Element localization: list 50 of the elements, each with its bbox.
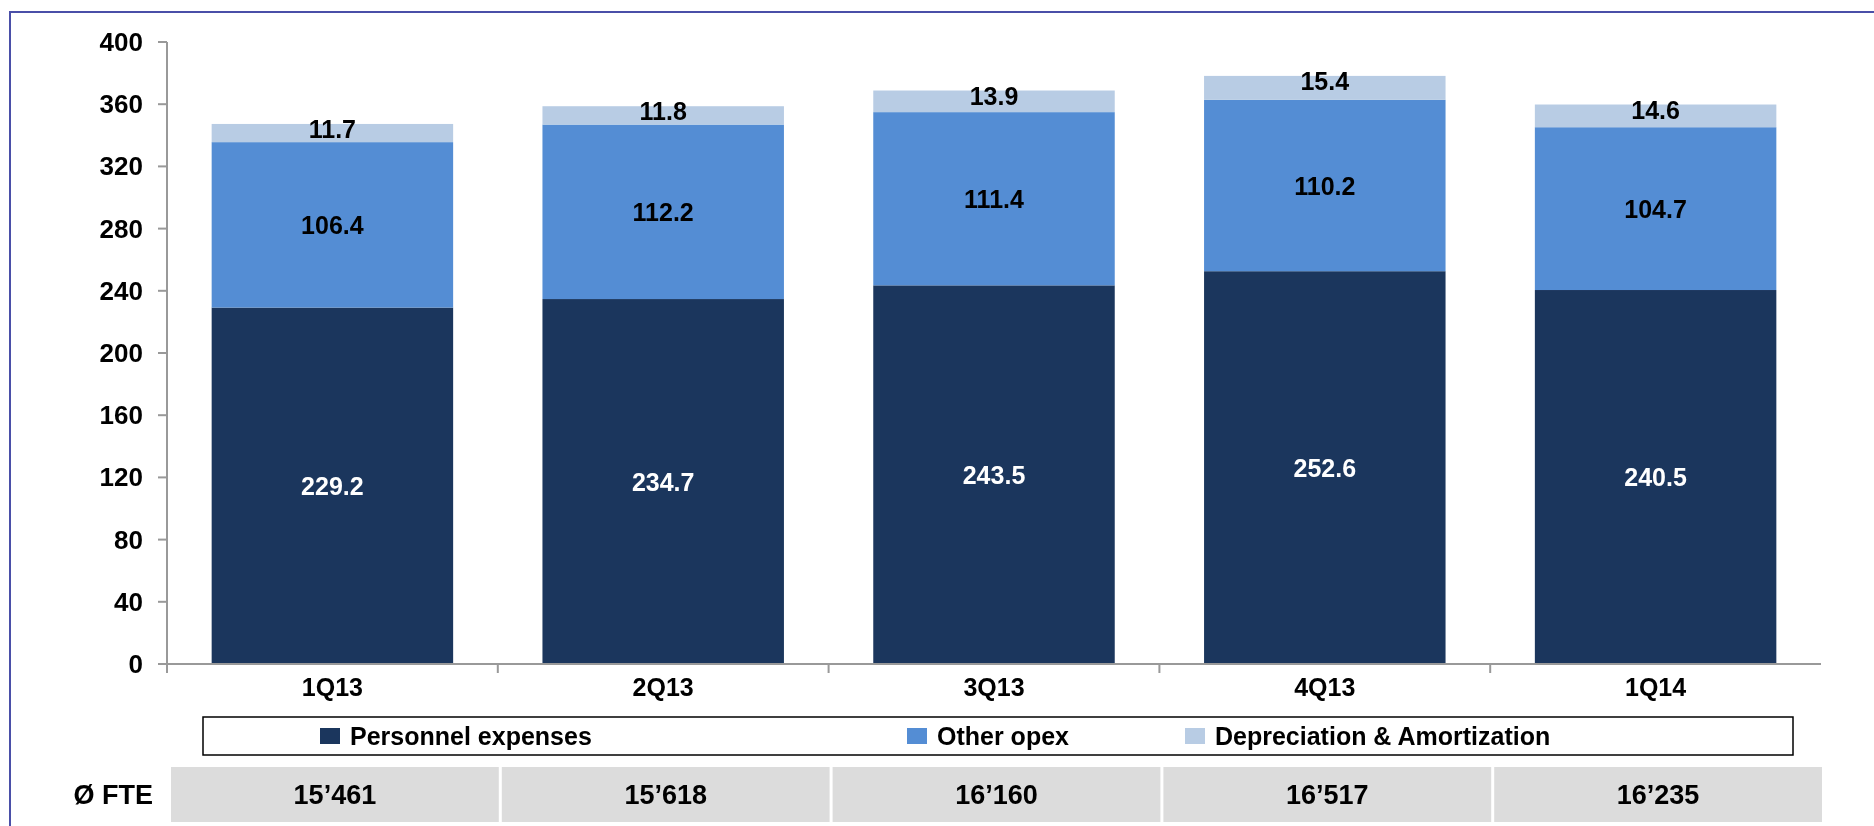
y-tick-label: 0 <box>128 649 143 679</box>
text: Ø FTE <box>73 780 153 810</box>
bar <box>1534 127 1777 291</box>
bar <box>211 142 454 308</box>
y-tick-label: 80 <box>114 524 143 555</box>
bar <box>1204 271 1446 664</box>
bar <box>1534 290 1777 664</box>
x-tick-label: 1Q13 <box>301 673 363 701</box>
data-label: 11.8 <box>639 97 687 126</box>
text: 15’618 <box>624 780 707 810</box>
data-label: 11.7 <box>308 114 357 143</box>
x-tick-label: 3Q13 <box>963 673 1025 701</box>
bar <box>542 299 784 664</box>
legend-label: Personnel expenses <box>350 722 592 750</box>
data-label: 14.6 <box>1631 95 1680 124</box>
data-label: 13.9 <box>969 81 1019 110</box>
y-tick-label: 160 <box>99 400 143 431</box>
text: 16’235 <box>1616 780 1700 810</box>
y-tick-label: 40 <box>114 586 143 617</box>
data-label: 111.4 <box>964 184 1024 213</box>
data-label: 110.2 <box>1294 171 1356 200</box>
x-tick-label: 1Q14 <box>1625 673 1687 701</box>
y-tick-label: 320 <box>99 151 143 182</box>
data-label: 15.4 <box>1300 66 1350 95</box>
y-tick-label: 280 <box>99 213 143 244</box>
text: 15’461 <box>293 780 377 810</box>
bar <box>211 307 454 664</box>
y-tick-label: 360 <box>99 89 143 120</box>
text: 16’160 <box>955 780 1038 810</box>
y-tick-label: 240 <box>99 275 143 306</box>
data-label: 243.5 <box>962 460 1026 489</box>
data-label: 106.4 <box>301 210 364 239</box>
y-tick-label: 120 <box>99 462 143 493</box>
bar <box>1204 99 1446 272</box>
bar <box>873 285 1115 664</box>
legend-label: Depreciation & Amortization <box>1215 722 1551 750</box>
data-label: 234.7 <box>631 467 695 496</box>
x-tick-label: 2Q13 <box>632 673 694 701</box>
data-label: 229.2 <box>301 471 364 500</box>
data-label: 104.7 <box>1624 194 1687 223</box>
y-tick-label: 400 <box>99 27 143 57</box>
data-label: 240.5 <box>1624 463 1687 492</box>
text: 16’517 <box>1286 780 1369 810</box>
data-label: 112.2 <box>632 197 694 226</box>
x-tick-label: 4Q13 <box>1294 673 1356 701</box>
bar <box>873 112 1115 286</box>
legend-label: Other opex <box>937 722 1070 750</box>
y-tick-label: 200 <box>99 338 143 368</box>
bar <box>542 124 784 300</box>
data-label: 252.6 <box>1293 453 1357 482</box>
